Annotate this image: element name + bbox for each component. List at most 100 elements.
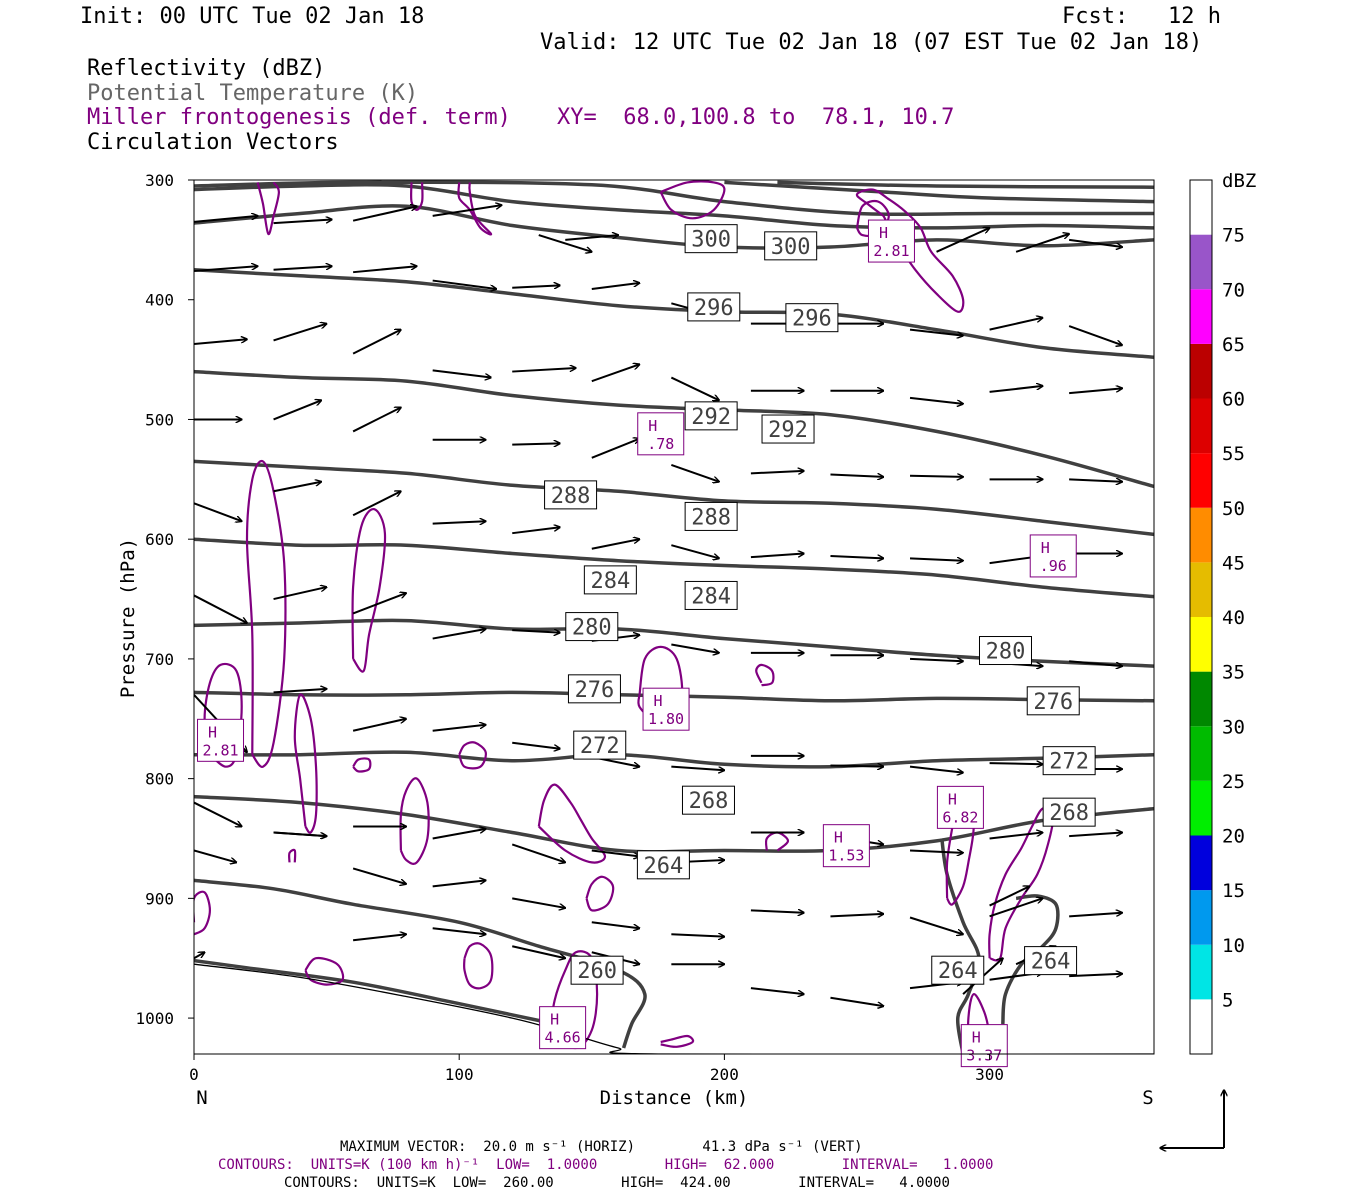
theta-label-284: 284 [583,565,637,595]
circulation-vector [989,318,1043,331]
frontogenesis-contour [245,459,287,768]
circulation-vector [830,914,883,916]
theta-label-292: 292 [684,401,738,431]
circulation-vector [194,502,242,521]
colorbar-label: 10 [1222,935,1245,957]
colorbar-label: 25 [1222,771,1245,793]
circulation-vector [432,829,486,840]
reference-vector-icon [1160,1090,1224,1148]
svg-text:3.37: 3.37 [966,1047,1002,1065]
circulation-vector [273,266,332,271]
frontogenesis-contour [463,942,494,990]
circulation-vector [432,205,502,217]
circulation-vector [909,328,963,336]
circulation-vector [273,482,322,493]
svg-text:H: H [1041,539,1050,557]
svg-text:300: 300 [771,235,811,260]
max-vector-note: MAXIMUM VECTOR: 20.0 m s⁻¹ (HORIZ) 41.3 … [340,1139,863,1155]
y-tick-label: 500 [145,410,174,429]
theta-contours-note: CONTOURS: UNITS=K LOW= 260.00 HIGH= 424.… [284,1175,950,1191]
y-axis-label: Pressure (hPa) [117,538,139,698]
circulation-vector [591,921,640,928]
circulation-vector [432,880,486,888]
y-tick-label: 900 [145,889,174,908]
circulation-vector [750,471,804,473]
circulation-vector [591,539,640,550]
frontogenesis-contour [293,693,318,834]
x-tick-label: 200 [710,1065,739,1084]
x-tick-label: 100 [445,1065,474,1084]
theta-contour-316 [777,180,1154,189]
circulation-vector [989,833,1043,840]
svg-text:1.53: 1.53 [828,847,864,865]
circulation-vector [1069,913,1122,918]
circulation-vector [909,659,963,661]
circulation-vector [194,952,205,960]
svg-text:H: H [550,1011,559,1029]
colorbar-label: 30 [1222,716,1245,738]
theta-contour-308 [194,180,1154,217]
circulation-vector [909,765,963,773]
svg-text:264: 264 [938,959,978,984]
svg-text:H: H [834,829,843,847]
theta-label-300: 300 [764,231,818,261]
theta-contour-304 [194,182,1154,230]
circulation-vector [909,558,963,560]
circulation-vector [1069,833,1122,838]
x-axis-label: Distance (km) [600,1087,749,1109]
svg-text:H: H [972,1029,981,1047]
circulation-vector [989,763,1043,764]
valid-time: Valid: 12 UTC Tue 02 Jan 18 (07 EST Tue … [540,30,1203,55]
frontogenesis-contour [458,741,487,770]
theta-contour-300 [194,204,1154,250]
circulation-vector [273,831,327,837]
theta-contour-284 [194,537,1154,599]
svg-text:.78: .78 [647,435,674,453]
svg-text:264: 264 [1031,950,1071,975]
circulation-vector [352,867,406,884]
frontogenesis-contour [988,806,1055,962]
colorbar-label: 40 [1222,607,1245,629]
circulation-vector [512,630,560,632]
circulation-vector [512,741,560,749]
colorbar-segment [1190,453,1212,508]
circulation-vector [1069,238,1122,247]
colorbar-segment [1190,289,1212,344]
theta-label-288: 288 [544,480,598,510]
theta-contour-288 [194,459,1154,537]
frontogenesis-contour [537,783,607,864]
svg-text:268: 268 [689,789,729,814]
colorbar-label: 70 [1222,279,1245,301]
colorbar-label: 15 [1222,880,1245,902]
circulation-vector [671,464,719,482]
circulation-vector [989,898,1043,918]
colorbar-segment [1190,780,1212,836]
circulation-vector [671,544,719,558]
circulation-vector [352,206,417,222]
theta-label-300: 300 [684,224,738,254]
circulation-vector [750,554,804,559]
y-tick-label: 700 [145,650,174,669]
theta-label-276: 276 [1026,686,1080,716]
colorbar-label: 55 [1222,443,1245,465]
theta-label-272: 272 [1042,746,1096,776]
frontogenesis-contours-note: CONTOURS: UNITS=K (100 km h)⁻¹ LOW= 1.00… [218,1157,994,1173]
frontogenesis-contour [256,181,281,236]
circulation-vector [352,719,406,732]
frontogenesis-maximum-label: H.78 [637,412,685,456]
colorbar-segment [1190,562,1212,617]
theta-contour-260 [194,958,579,1032]
theta-contour-312 [724,180,1154,204]
xy-endpoints: XY= 68.0,100.8 to 78.1, 10.7 [557,105,955,130]
theta-contour-296 [194,268,1154,359]
frontogenesis-contour [764,831,790,852]
svg-text:276: 276 [575,678,615,703]
circulation-vector [432,725,486,732]
theta-label-280: 280 [565,612,619,642]
circulation-vector [353,934,406,942]
theta-contour-264 [194,878,647,1049]
circulation-vector [750,987,804,994]
circulation-vector [591,849,640,856]
circulation-vector [670,376,719,401]
